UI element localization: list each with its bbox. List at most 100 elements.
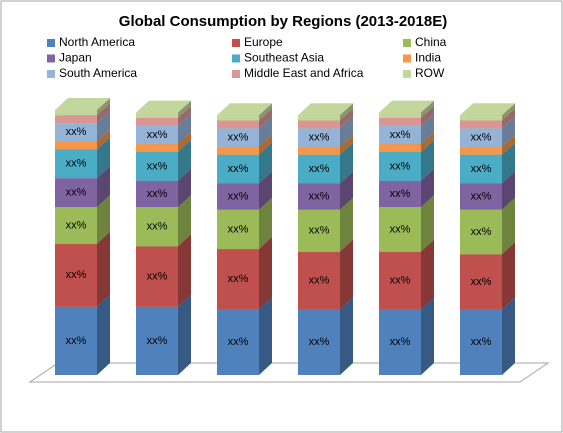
value-label: xx% bbox=[471, 276, 492, 288]
bar-side bbox=[421, 195, 434, 252]
bar-segment bbox=[298, 128, 340, 147]
value-label: xx% bbox=[471, 226, 492, 238]
legend-label: Middle East and Africa bbox=[244, 66, 364, 80]
bar-side bbox=[97, 231, 110, 307]
bar-segment bbox=[460, 120, 502, 129]
bar-segment bbox=[379, 151, 421, 181]
legend-label: China bbox=[415, 35, 447, 49]
legend-label: North America bbox=[59, 35, 135, 49]
bar-segment bbox=[55, 141, 97, 150]
bar-side bbox=[97, 129, 110, 150]
bar-side bbox=[421, 239, 434, 310]
bar-side bbox=[421, 297, 434, 375]
bar-segment bbox=[298, 309, 340, 375]
bar-segment bbox=[136, 180, 178, 208]
bar-segment bbox=[136, 246, 178, 307]
bar-side bbox=[421, 100, 434, 118]
bar-side bbox=[340, 142, 353, 184]
bar-segment bbox=[379, 180, 421, 208]
bar-top bbox=[136, 100, 191, 113]
bar-side bbox=[502, 242, 515, 310]
bar-side bbox=[97, 137, 110, 179]
bar-segment bbox=[298, 146, 340, 155]
bar-side bbox=[340, 171, 353, 210]
value-label: xx% bbox=[309, 190, 330, 202]
legend-swatch bbox=[47, 54, 55, 63]
bar-side bbox=[340, 134, 353, 155]
chart-title: Global Consumption by Regions (2013-2018… bbox=[119, 13, 447, 30]
legend-swatch bbox=[47, 70, 55, 78]
value-label: xx% bbox=[228, 273, 249, 285]
bar-segment bbox=[55, 243, 97, 307]
bar-segment bbox=[217, 209, 259, 250]
bar-side bbox=[97, 98, 110, 116]
legend-swatch bbox=[232, 70, 240, 78]
bar-side bbox=[259, 297, 272, 375]
bar-side bbox=[259, 134, 272, 155]
bar-segment bbox=[379, 251, 421, 310]
bar-side bbox=[502, 103, 515, 121]
value-label: xx% bbox=[309, 131, 330, 143]
value-label: xx% bbox=[66, 158, 87, 170]
bar-segment bbox=[55, 110, 97, 116]
bar-side bbox=[340, 197, 353, 252]
bar-side bbox=[178, 294, 191, 375]
bar-segment bbox=[298, 183, 340, 210]
bar-segment bbox=[460, 146, 502, 155]
value-label: xx% bbox=[147, 271, 168, 283]
value-label: xx% bbox=[471, 190, 492, 202]
bar-segment bbox=[55, 115, 97, 124]
bar-segment bbox=[460, 128, 502, 147]
bar-segment bbox=[460, 309, 502, 375]
bar-side bbox=[502, 197, 515, 255]
value-label: xx% bbox=[147, 335, 168, 347]
value-label: xx% bbox=[390, 223, 411, 235]
value-label: xx% bbox=[66, 219, 87, 231]
value-label: xx% bbox=[309, 336, 330, 348]
value-label: xx% bbox=[390, 336, 411, 348]
bar-top bbox=[298, 103, 353, 116]
bar-side bbox=[502, 142, 515, 184]
legend-label: South America bbox=[59, 66, 137, 80]
bar-side bbox=[502, 116, 515, 147]
value-label: xx% bbox=[471, 131, 492, 143]
bar-side bbox=[178, 234, 191, 307]
legend-swatch bbox=[403, 54, 411, 63]
bar-side bbox=[259, 237, 272, 310]
bar-segment bbox=[55, 207, 97, 244]
bar-side bbox=[259, 116, 272, 147]
value-label: xx% bbox=[471, 336, 492, 348]
value-label: xx% bbox=[471, 163, 492, 175]
bar-segment bbox=[379, 207, 421, 252]
legend-label: Japan bbox=[59, 51, 92, 65]
bar-side bbox=[178, 132, 191, 152]
bar-segment bbox=[298, 209, 340, 252]
value-label: xx% bbox=[390, 274, 411, 286]
bar-top bbox=[55, 98, 110, 110]
value-label: xx% bbox=[66, 269, 87, 281]
bar-side bbox=[259, 171, 272, 210]
bar-side bbox=[259, 197, 272, 250]
bar-top bbox=[460, 103, 515, 116]
bar-segment bbox=[136, 306, 178, 375]
bar-segment bbox=[379, 117, 421, 126]
bar-segment bbox=[379, 309, 421, 375]
bar-side bbox=[178, 113, 191, 145]
bar-side bbox=[421, 139, 434, 181]
bar-side bbox=[259, 103, 272, 121]
bar-segment bbox=[298, 251, 340, 310]
value-label: xx% bbox=[309, 274, 330, 286]
bar-segment bbox=[136, 117, 178, 126]
legend-swatch bbox=[232, 39, 240, 47]
bar-side bbox=[340, 103, 353, 121]
bar-segment bbox=[217, 120, 259, 129]
value-label: xx% bbox=[147, 160, 168, 172]
legend-label: ROW bbox=[415, 66, 445, 80]
bar-side bbox=[259, 142, 272, 184]
bar-side bbox=[502, 297, 515, 375]
value-label: xx% bbox=[147, 188, 168, 200]
bar-segment bbox=[460, 209, 502, 255]
bar-side bbox=[340, 108, 353, 129]
bar-segment bbox=[217, 183, 259, 210]
bar-segment bbox=[460, 183, 502, 210]
